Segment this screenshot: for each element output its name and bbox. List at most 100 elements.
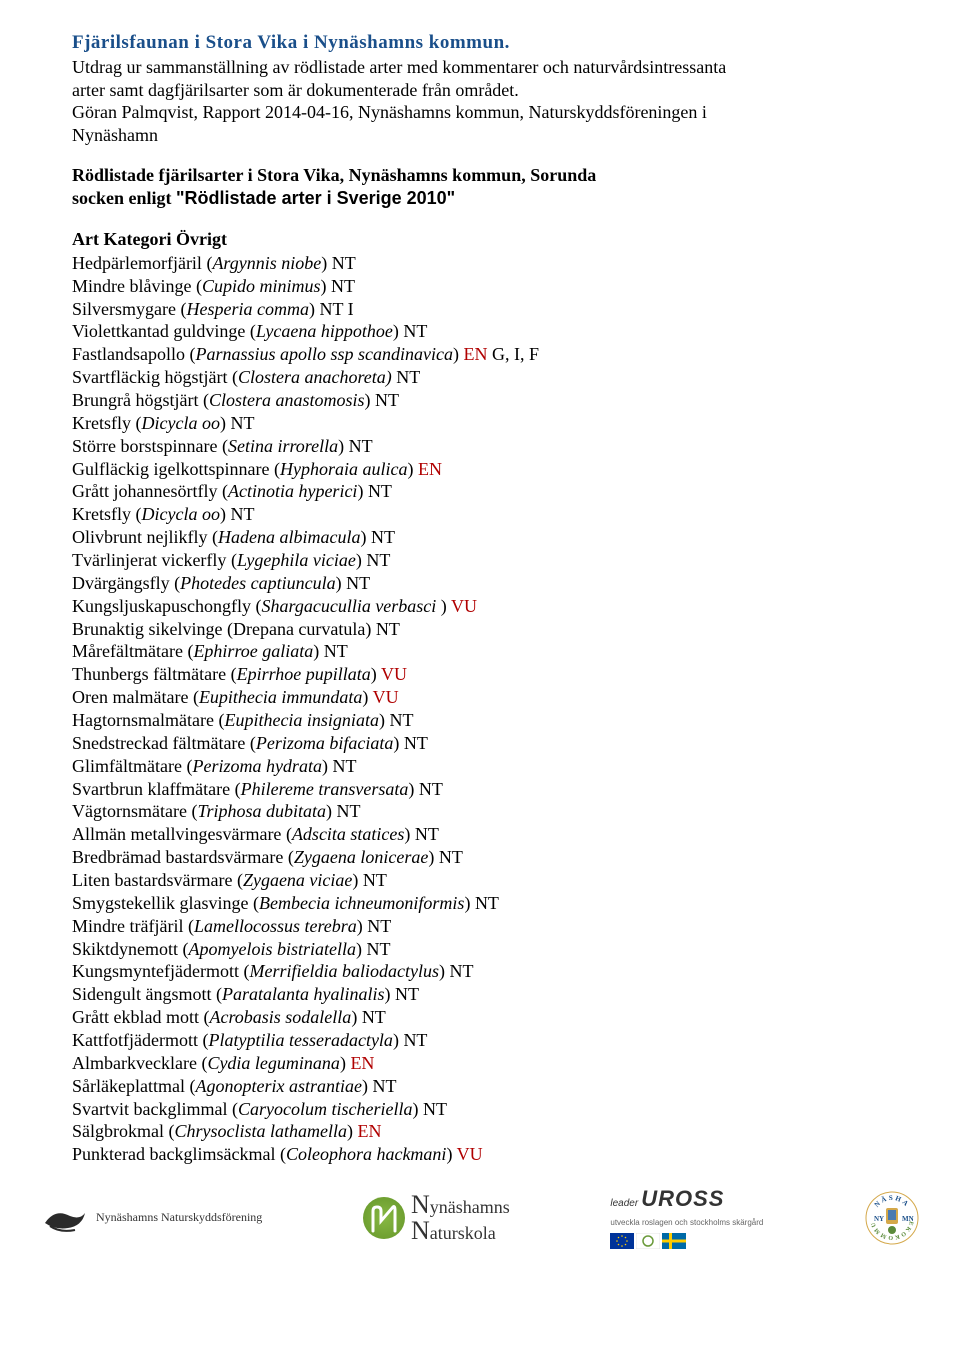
paren-close: ) [352, 870, 363, 890]
naturskola-prefix: N [411, 1216, 430, 1245]
bird-icon [40, 1198, 90, 1238]
paren-close: ) [453, 344, 464, 364]
paren-close: ) [408, 779, 419, 799]
naturskola-word: aturskola [430, 1223, 496, 1243]
paren-close: ) [357, 916, 368, 936]
paren-close: ) [385, 984, 396, 1004]
uross-prefix: leader [610, 1198, 638, 1209]
species-scientific-name: Acrobasis sodalella [209, 1007, 351, 1027]
species-scientific-name: Dicycla oo [141, 504, 219, 524]
paren-close: ) [321, 276, 332, 296]
paren-close: ) [321, 253, 332, 273]
species-common-name: Violettkantad guldvinge [72, 321, 250, 341]
species-line: Fastlandsapollo (Parnassius apollo ssp s… [72, 343, 888, 366]
species-status: NT [362, 1007, 386, 1027]
species-line: Almbarkvecklare (Cydia leguminana) EN [72, 1052, 888, 1075]
species-scientific-name: Coleophora hackmani [286, 1144, 446, 1164]
intro-line: Utdrag ur sammanställning av rödlistade … [72, 57, 726, 77]
species-common-name: Kretsfly [72, 504, 135, 524]
species-scientific-name: Eupithecia immundata [199, 687, 362, 707]
paren-close: ) [313, 641, 324, 661]
paren-close: ) [393, 1030, 404, 1050]
species-status: VU [451, 596, 477, 616]
species-common-name: Liten bastardsvärmare [72, 870, 237, 890]
species-status: NT [332, 253, 356, 273]
species-scientific-name: Merrifieldia baliodactylus [249, 961, 438, 981]
species-status: NT [368, 481, 392, 501]
species-common-name: Mindre träfjäril [72, 916, 188, 936]
species-scientific-name: Argynnis niobe [212, 253, 321, 273]
species-extra: G, I, F [488, 344, 540, 364]
species-scientific-name: Zygaena viciae [243, 870, 352, 890]
intro-paragraph: Utdrag ur sammanställning av rödlistade … [72, 56, 888, 146]
species-status: NT [230, 504, 254, 524]
species-line: Vägtornsmätare (Triphosa dubitata) NT [72, 800, 888, 823]
species-status: NT [230, 413, 254, 433]
species-common-name: Allmän metallvingesvärmare [72, 824, 286, 844]
species-status: NT [415, 824, 439, 844]
species-line: Kungsmyntefjädermott (Merrifieldia balio… [72, 960, 888, 983]
subheading-quoted: "Rödlistade arter i Sverige 2010" [176, 188, 455, 208]
species-line: Skiktdynemott (Apomyelois bistriatella) … [72, 938, 888, 961]
species-extra: I [343, 299, 354, 319]
uross-logo-text: UROSS [641, 1186, 724, 1211]
species-status: EN [358, 1121, 382, 1141]
intro-line: Göran Palmqvist, Rapport 2014-04-16, Nyn… [72, 102, 707, 122]
species-scientific-name: Adscita statices [292, 824, 404, 844]
species-status: NT [449, 961, 473, 981]
species-common-name: Större borstspinnare [72, 436, 222, 456]
species-line: Kungsljuskapuschongfly (Shargacucullia v… [72, 595, 888, 618]
subheading-line: Rödlistade fjärilsarter i Stora Vika, Ny… [72, 165, 596, 185]
species-common-name: Kretsfly [72, 413, 135, 433]
species-status: NT [419, 779, 443, 799]
species-common-name: Smygstekellik glasvinge [72, 893, 253, 913]
paren-close: ) [356, 550, 367, 570]
footer-org-nsf: Nynäshamns Naturskyddsförening [40, 1198, 262, 1238]
species-list: Hedpärlemorfjäril (Argynnis niobe) NT Min… [72, 252, 888, 1166]
paren-close: ) [464, 893, 475, 913]
footer-org-label: Nynäshamns Naturskyddsförening [96, 1210, 262, 1225]
species-common-name: Oren malmätare [72, 687, 193, 707]
species-status: NT [367, 916, 391, 936]
species-status: NT [336, 801, 360, 821]
species-line: Smygstekellik glasvinge (Bembecia ichneu… [72, 892, 888, 915]
intro-line: arter samt dagfjärilsarter som är dokume… [72, 80, 519, 100]
species-status: NT [372, 1076, 396, 1096]
species-common-name: Glimfältmätare [72, 756, 186, 776]
species-scientific-name: Clostera anachoreta) [238, 367, 392, 387]
species-common-name: Punkterad backglimsäckmal [72, 1144, 280, 1164]
species-status: NT [423, 1099, 447, 1119]
species-common-name: Svartvit backglimmal [72, 1099, 232, 1119]
species-scientific-name: Bembecia ichneumoniformis [259, 893, 464, 913]
paren-close: ) [446, 1144, 456, 1164]
species-scientific-name: Lamellocossus terebra [194, 916, 357, 936]
species-common-name: Kungsmyntefjädermott [72, 961, 243, 981]
leader-flag-icon [636, 1233, 660, 1249]
species-status: NT [375, 390, 399, 410]
species-line: Grått johannesörtfly (Actinotia hyperici… [72, 480, 888, 503]
species-status: NT [346, 573, 370, 593]
species-status: NT [395, 984, 419, 1004]
species-common-name: Sårläkeplattmal [72, 1076, 189, 1096]
footer-org-ekokommun: NÄSHA NY MN EKOKOMMU [864, 1190, 920, 1246]
paren-close: ) [404, 824, 415, 844]
species-status: EN [350, 1053, 374, 1073]
species-common-name: Tvärlinjerat vickerfly [72, 550, 231, 570]
species-status: NT [475, 893, 499, 913]
species-common-name: Brungrå högstjärt [72, 390, 203, 410]
uross-flags [610, 1233, 686, 1249]
species-status: NT [367, 939, 391, 959]
species-scientific-name: Perizoma hydrata [192, 756, 322, 776]
species-line: Större borstspinnare (Setina irrorella) … [72, 435, 888, 458]
species-line: Dvärgängsfly (Photedes captiuncula) NT [72, 572, 888, 595]
species-scientific-name: Agonopterix astrantiae [195, 1076, 361, 1096]
species-status: NT [349, 436, 373, 456]
species-scientific-name: Hadena albimacula [218, 527, 360, 547]
paren-close: ) [362, 687, 372, 707]
section-heading: Rödlistade fjärilsarter i Stora Vika, Ny… [72, 164, 888, 211]
species-common-name: Kungsljuskapuschongfly [72, 596, 256, 616]
species-scientific-name: Chrysoclista lathamella [175, 1121, 348, 1141]
species-scientific-name: Cydia leguminana [207, 1053, 340, 1073]
species-common-name: Hedpärlemorfjäril [72, 253, 206, 273]
species-line: Hedpärlemorfjäril (Argynnis niobe) NT [72, 252, 888, 275]
